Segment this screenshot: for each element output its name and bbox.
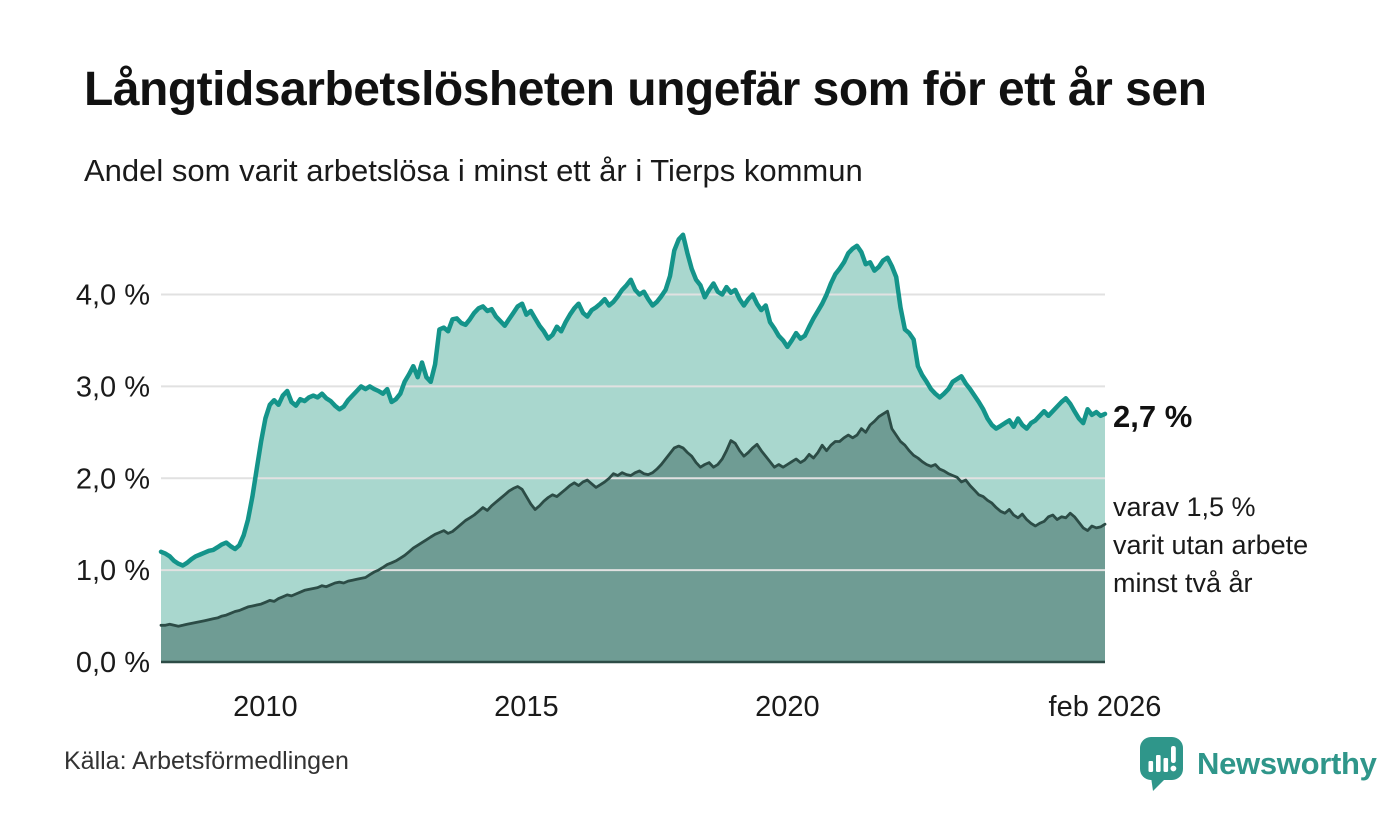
- newsworthy-brand: Newsworthy: [1138, 735, 1377, 793]
- line-two-years: [159, 409, 1107, 628]
- two-year-annotation-line-3: minst två år: [1113, 568, 1253, 598]
- y-tick-label: 0,0 %: [76, 647, 150, 679]
- line-one-year: [158, 232, 1108, 568]
- newsworthy-logo-icon: [1140, 737, 1183, 791]
- x-tick-label: 2015: [494, 691, 559, 723]
- page-title: Långtidsarbetslösheten ungefär som för e…: [84, 63, 1207, 116]
- newsworthy-brand-name: Newsworthy: [1197, 746, 1377, 781]
- y-tick-label: 2,0 %: [76, 463, 150, 495]
- y-tick-label: 3,0 %: [76, 371, 150, 403]
- y-tick-label: 4,0 %: [76, 280, 150, 312]
- latest-value-label: 2,7 %: [1113, 399, 1193, 434]
- x-tick-label: 2020: [755, 691, 820, 723]
- x-tick-label: 2010: [233, 691, 298, 723]
- y-tick-label: 1,0 %: [76, 555, 150, 587]
- area-fill-two-years: [161, 411, 1105, 662]
- two-year-annotation-line-2: varit utan arbete: [1113, 530, 1309, 560]
- chart-subtitle: Andel som varit arbetslösa i minst ett å…: [84, 153, 863, 188]
- source-note: Källa: Arbetsförmedlingen: [64, 747, 349, 775]
- two-year-annotation: varav 1,5 % varit utan arbete minst två …: [1113, 488, 1308, 602]
- two-year-annotation-line-1: varav 1,5 %: [1113, 492, 1256, 522]
- x-tick-label: feb 2026: [1049, 691, 1162, 723]
